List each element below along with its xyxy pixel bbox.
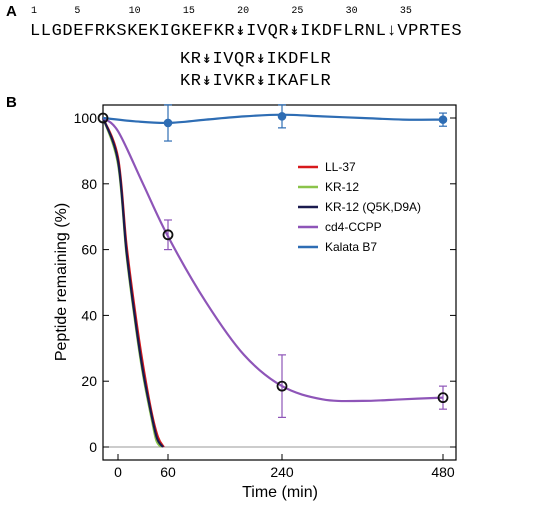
- y-tick-label: 80: [81, 176, 97, 192]
- data-point: [277, 112, 287, 121]
- data-point: [437, 392, 449, 404]
- legend: LL-37 KR-12 KR-12 (Q5K,D9A) cd4-CCPP Kalata …: [298, 160, 421, 254]
- residue-number-5: 5: [74, 6, 81, 17]
- data-point: [163, 118, 173, 128]
- sequence-kr12: KR↡IVQR↡IKDFLR: [180, 50, 332, 69]
- residue-number-35: 35: [399, 6, 412, 17]
- residue-number-10: 10: [128, 6, 141, 17]
- x-tick-label: 0: [114, 464, 122, 480]
- residue-number-20: 20: [237, 6, 250, 17]
- panel-a-label: A: [6, 3, 17, 20]
- x-tick-label: 60: [160, 464, 176, 480]
- data-points: [97, 104, 449, 418]
- data-point: [276, 380, 288, 392]
- series-line-3: [102, 117, 444, 403]
- legend-label: KR-12 (Q5K,D9A): [325, 200, 421, 214]
- axes: 0 20 40 60 80 100 0 60 240 480: [74, 110, 456, 480]
- sequence-ll37: LLGDEFRKSKEKIGKEFKR↡IVQR↡IKDFLRNL↓VPRTES: [30, 22, 463, 41]
- data-point: [162, 229, 174, 241]
- series-line-0: [101, 117, 165, 448]
- sequence-kr12-variant: KR↡IVKR↡IKAFLR: [180, 72, 332, 91]
- y-tick-label: 20: [81, 373, 97, 389]
- legend-label: Kalata B7: [325, 240, 377, 254]
- y-axis-label: Peptide remaining (%): [53, 203, 70, 361]
- series-line-2: [101, 117, 164, 448]
- legend-label: LL-37: [325, 160, 356, 174]
- residue-number-30: 30: [345, 6, 358, 17]
- data-point: [97, 112, 109, 124]
- series-line-4: [102, 113, 444, 125]
- x-tick-label: 480: [431, 464, 455, 480]
- legend-label: cd4-CCPP: [325, 220, 382, 234]
- x-axis-label: Time (min): [242, 484, 318, 501]
- residue-number-15: 15: [182, 6, 195, 17]
- y-tick-label: 40: [81, 307, 97, 323]
- x-tick-label: 240: [270, 464, 294, 480]
- y-tick-label: 100: [74, 110, 98, 126]
- residue-number-1: 1: [31, 6, 38, 17]
- series-lines: [101, 113, 444, 448]
- data-point: [438, 115, 448, 124]
- plot-frame: [102, 104, 457, 461]
- y-tick-label: 0: [89, 439, 97, 455]
- panel-b-label: B: [6, 94, 17, 111]
- residue-number-25: 25: [291, 6, 304, 17]
- legend-label: KR-12: [325, 180, 359, 194]
- y-tick-label: 60: [81, 242, 97, 258]
